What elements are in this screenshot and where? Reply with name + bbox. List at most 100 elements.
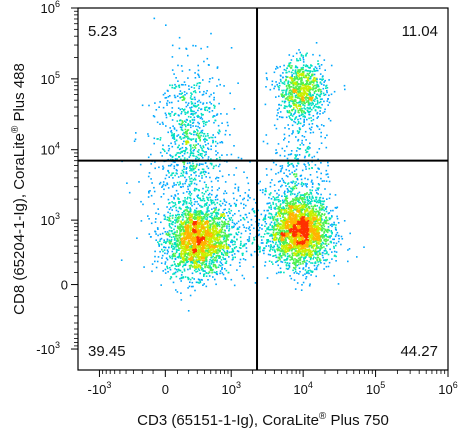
event-dot <box>298 228 301 230</box>
event-dot <box>310 220 312 223</box>
event-dot <box>207 251 210 254</box>
event-dot <box>197 265 200 268</box>
event-dot <box>172 253 175 256</box>
event-dot <box>303 76 305 79</box>
event-dot <box>289 231 291 233</box>
event-dot <box>185 243 187 245</box>
event-dot <box>297 118 299 121</box>
event-dot <box>316 237 319 240</box>
event-dot <box>293 243 296 245</box>
event-dot <box>208 242 210 244</box>
event-dot <box>266 202 268 205</box>
event-dot <box>284 242 286 244</box>
event-dot <box>279 232 281 234</box>
event-dot <box>293 252 296 254</box>
event-dot <box>282 221 284 224</box>
event-dot <box>175 235 177 238</box>
event-dot <box>270 221 273 224</box>
event-dot <box>215 232 218 235</box>
event-dot <box>276 118 279 121</box>
event-dot <box>184 225 187 227</box>
event-dot <box>206 214 209 217</box>
event-dot <box>298 210 300 212</box>
event-dot <box>190 264 192 267</box>
event-dot <box>217 248 219 250</box>
event-dot <box>319 238 321 240</box>
event-dot <box>200 243 202 246</box>
event-dot <box>224 232 226 234</box>
event-dot <box>196 217 199 220</box>
event-dot <box>195 248 198 250</box>
event-dot <box>191 238 193 241</box>
event-dot <box>312 205 315 208</box>
event-dot <box>334 194 337 196</box>
event-dot <box>292 221 295 223</box>
event-dot <box>309 189 311 191</box>
event-dot <box>157 208 159 210</box>
event-dot <box>343 84 346 87</box>
event-dot <box>179 232 181 234</box>
event-dot <box>275 261 277 263</box>
event-dot <box>309 242 312 244</box>
event-dot <box>190 242 192 245</box>
event-dot <box>316 231 319 233</box>
event-dot <box>286 203 289 205</box>
event-dot <box>303 213 306 216</box>
event-dot <box>296 234 299 237</box>
event-dot <box>170 239 172 242</box>
event-dot <box>203 274 205 276</box>
event-dot <box>181 222 184 224</box>
event-dot <box>308 235 310 237</box>
event-dot <box>185 232 187 234</box>
event-dot <box>324 243 327 245</box>
event-dot <box>307 230 310 233</box>
event-dot <box>264 261 267 263</box>
event-dot <box>296 66 299 69</box>
event-dot <box>289 237 291 239</box>
event-dot <box>197 260 200 262</box>
event-dot <box>305 83 307 86</box>
event-dot <box>240 240 242 243</box>
event-dot <box>292 262 294 264</box>
event-dot <box>212 223 214 225</box>
event-dot <box>297 242 300 244</box>
event-dot <box>191 240 194 243</box>
event-dot <box>277 206 280 208</box>
event-dot <box>319 214 322 217</box>
event-dot <box>330 240 332 243</box>
event-dot <box>210 202 213 205</box>
event-dot <box>341 238 344 240</box>
event-dot <box>313 210 316 213</box>
event-dot <box>290 226 293 228</box>
event-dot <box>322 234 324 236</box>
event-dot <box>157 213 160 215</box>
event-dot <box>196 222 198 225</box>
event-dot <box>186 227 188 229</box>
event-dot <box>311 209 313 211</box>
event-dot <box>224 252 226 254</box>
event-dot <box>284 227 287 229</box>
event-dot <box>184 212 187 215</box>
event-dot <box>327 239 329 241</box>
event-dot <box>300 263 302 265</box>
event-dot <box>289 201 292 203</box>
event-dot <box>284 193 286 195</box>
event-dot <box>301 216 303 218</box>
event-dot <box>166 238 169 240</box>
event-dot <box>277 239 280 241</box>
event-dot <box>150 222 153 225</box>
event-dot <box>203 233 206 236</box>
event-dot <box>219 265 222 267</box>
event-dot <box>206 243 209 246</box>
event-dot <box>225 239 227 241</box>
event-dot <box>182 242 184 245</box>
event-dot <box>187 235 190 238</box>
event-dot <box>275 256 278 259</box>
event-dot <box>312 249 315 252</box>
event-dot <box>306 229 309 232</box>
event-dot <box>195 268 197 270</box>
event-dot <box>217 249 220 252</box>
event-dot <box>219 272 221 275</box>
event-dot <box>308 252 310 255</box>
event-dot <box>172 252 175 255</box>
